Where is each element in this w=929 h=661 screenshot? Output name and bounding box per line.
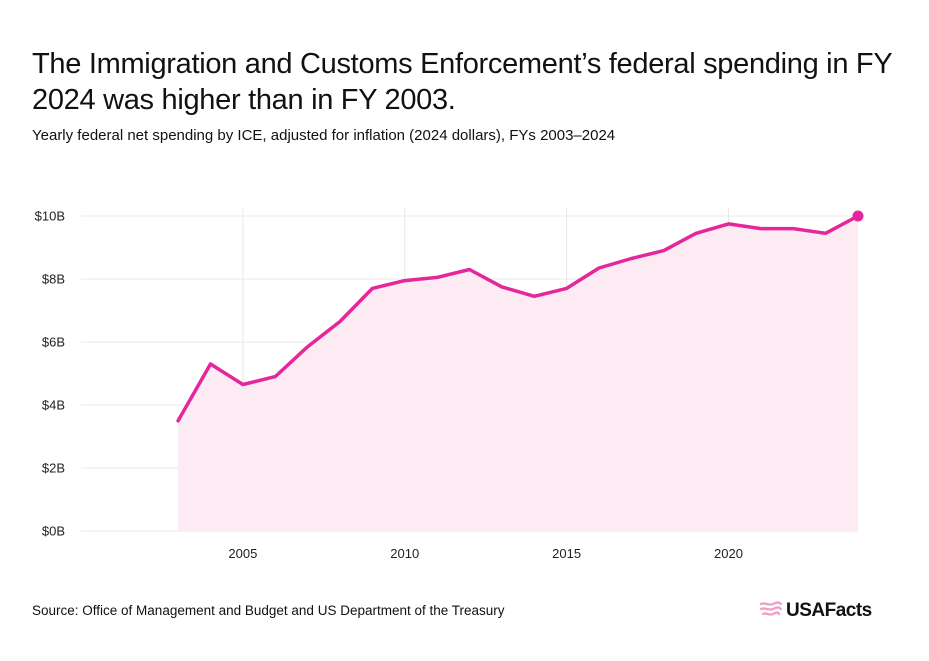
- data-point: [628, 256, 634, 262]
- data-point: [499, 284, 505, 290]
- flag-icon: [759, 600, 783, 622]
- data-point: [240, 382, 246, 388]
- series-line-path: [176, 214, 860, 423]
- data-point: [823, 230, 829, 236]
- y-tick-label: $8B: [42, 272, 65, 287]
- y-axis-ticks: $0B $2B $4B $6B $8B $10B: [35, 209, 65, 539]
- logo-text: USAFacts: [786, 600, 872, 621]
- data-point: [305, 344, 311, 350]
- y-tick-label: $10B: [35, 209, 65, 224]
- data-point: [175, 418, 181, 424]
- data-point: [337, 319, 343, 325]
- data-point: [272, 374, 278, 380]
- chart-subtitle: Yearly federal net spending by ICE, adju…: [32, 127, 616, 144]
- x-axis-ticks: 2005 2010 2015 2020: [228, 546, 743, 561]
- area-fill: [178, 216, 859, 531]
- x-tick-label: 2020: [714, 546, 743, 561]
- data-point: [531, 293, 537, 299]
- source-note: Source: Office of Management and Budget …: [32, 603, 505, 618]
- data-point: [693, 230, 699, 236]
- x-tick-label: 2005: [228, 546, 257, 561]
- series-line: [175, 210, 864, 424]
- data-point: [208, 361, 214, 367]
- usafacts-logo[interactable]: USAFacts: [759, 600, 872, 622]
- data-point: [596, 265, 602, 271]
- y-tick-label: $2B: [42, 461, 65, 476]
- data-point: [661, 248, 667, 254]
- area-shape: [178, 216, 859, 531]
- last-point-marker: [852, 210, 864, 222]
- data-point: [402, 278, 408, 284]
- data-point: [790, 226, 796, 232]
- x-tick-label: 2010: [390, 546, 419, 561]
- chart-title: The Immigration and Customs Enforcement’…: [32, 48, 892, 116]
- data-point: [726, 221, 732, 227]
- x-tick-label: 2015: [552, 546, 581, 561]
- y-tick-label: $0B: [42, 524, 65, 539]
- data-point: [434, 274, 440, 280]
- data-point: [369, 285, 375, 291]
- data-point: [467, 267, 473, 273]
- data-point: [564, 285, 570, 291]
- y-tick-label: $6B: [42, 335, 65, 350]
- data-point: [758, 226, 764, 232]
- y-tick-label: $4B: [42, 398, 65, 413]
